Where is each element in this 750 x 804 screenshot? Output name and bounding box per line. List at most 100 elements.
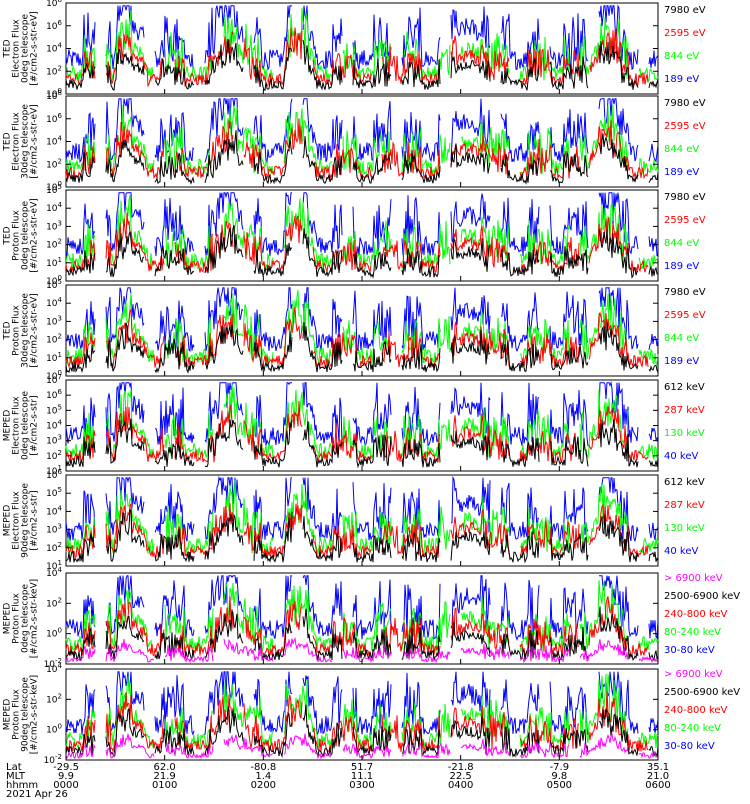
- x-tick-hhmm: 0200: [251, 780, 276, 791]
- y-tick-label: 106: [46, 468, 62, 481]
- y-axis-label: TEDElectron Flux30deg telescope[#/cm2-s-…: [3, 104, 40, 179]
- y-tick-label: 101: [46, 256, 62, 269]
- x-tick-mlt: 1.4: [255, 771, 271, 782]
- x-tick-mlt: 22.5: [450, 771, 472, 782]
- legend-entry: > 6900 keV: [664, 669, 723, 680]
- x-tick-hhmm: 0600: [645, 780, 670, 791]
- legend-entry: 240-800 keV: [664, 609, 728, 620]
- y-axis-label: TEDProton Flux30deg telescope[#/cm2-s-st…: [3, 293, 40, 368]
- legend-entry: 189 eV: [664, 356, 699, 367]
- y-axis-label: MEPEDProton Flux90deg telescope[#/cm2-s-…: [3, 675, 40, 754]
- y-tick-label: 102: [46, 238, 62, 251]
- series-2500-6900-kev: [65, 704, 659, 759]
- legend-entry: 240-800 keV: [664, 705, 728, 716]
- y-tick-label: 108: [46, 0, 62, 9]
- panel-4: 100 101 102 103 104 105 TEDProton Flux30deg te…: [3, 278, 706, 382]
- y-axis-label: TEDProton Flux0deg telescope[#/cm2-s-str…: [3, 198, 40, 273]
- y-tick-label: 100: [46, 87, 62, 100]
- legend-entry: 130 keV: [664, 523, 705, 534]
- legend-entry: 40 keV: [664, 451, 698, 462]
- y-tick-label: 102: [46, 157, 62, 170]
- legend-entry: 844 eV: [664, 51, 699, 62]
- legend-entry: 844 eV: [664, 238, 699, 249]
- legend-entry: 7980 eV: [664, 192, 706, 203]
- y-tick-label: 102: [46, 333, 62, 346]
- x-tick-hhmm: 0100: [152, 780, 177, 791]
- x-tick-lat: -7.9: [550, 762, 570, 773]
- y-tick-label: 104: [46, 296, 62, 309]
- y-tick-label: 105: [46, 486, 62, 499]
- y-tick-label: 102: [46, 692, 62, 705]
- x-row-label: hhmm: [6, 780, 38, 791]
- y-tick-label: 102: [46, 596, 62, 609]
- y-tick-label: 101: [46, 351, 62, 364]
- x-tick-hhmm: 0400: [448, 780, 473, 791]
- series-612-kev: [65, 418, 659, 469]
- legend-entry: 7980 eV: [664, 98, 706, 109]
- y-tick-label: 103: [46, 314, 62, 327]
- y-tick-label: 106: [46, 112, 62, 125]
- x-tick-mlt: 11.1: [351, 771, 373, 782]
- y-axis-label: MEPEDElectron Flux90deg telescope[#/cm2-…: [3, 483, 40, 558]
- y-tick-label: 103: [46, 523, 62, 536]
- y-tick-label: 102: [46, 64, 62, 77]
- y-tick-label: 108: [46, 89, 62, 102]
- y-tick-label: 104: [46, 662, 62, 675]
- legend-entry: 80-240 keV: [664, 627, 721, 638]
- legend-entry: 287 keV: [664, 405, 705, 416]
- x-row-label: Lat: [6, 762, 22, 773]
- y-tick-label: 105: [46, 183, 62, 196]
- y-tick-label: 102: [46, 449, 62, 462]
- series-7980-ev: [65, 322, 659, 374]
- y-tick-label: 103: [46, 219, 62, 232]
- y-tick-label: 104: [46, 504, 62, 517]
- legend-entry: 7980 eV: [664, 287, 706, 298]
- panel-6: 101 102 103 104 105 106 MEPEDElectron Flux90de…: [3, 468, 705, 572]
- legend-entry: 80-240 keV: [664, 723, 721, 734]
- series-130-kev: [65, 480, 659, 556]
- y-tick-label: 104: [46, 135, 62, 148]
- series-2500-6900-kev: [65, 606, 659, 662]
- y-tick-label: 101: [46, 464, 62, 477]
- legend-entry: > 6900 keV: [664, 573, 723, 584]
- panel-8: 10-2 100 102 104 MEPEDProton Flux90deg teles…: [3, 662, 741, 766]
- panel-1: 100 102 104 106 108 TEDElectron Flux0deg tele…: [3, 0, 706, 100]
- x-row-label: 2021 Apr 26: [6, 789, 68, 800]
- y-tick-label: 105: [46, 278, 62, 291]
- legend-entry: 40 keV: [664, 546, 698, 557]
- y-axis-label: MEPEDElectron Flux0deg telescope[#/cm2-s…: [3, 391, 40, 461]
- legend-entry: 130 keV: [664, 428, 705, 439]
- series-189-ev: [65, 4, 659, 71]
- y-tick-label: 101: [46, 559, 62, 572]
- y-axis-label: TEDElectron Flux0deg telescope[#/cm2-s-s…: [3, 11, 40, 86]
- y-tick-label: 106: [46, 388, 62, 401]
- x-tick-hhmm: 0000: [53, 780, 78, 791]
- x-tick-mlt: 9.8: [551, 771, 567, 782]
- legend-entry: 2500-6900 keV: [664, 687, 740, 698]
- panel-5: 101 102 103 104 105 106 107 MEPEDElectron Flux0…: [3, 373, 705, 477]
- legend-entry: 189 eV: [664, 261, 699, 272]
- series-7980-ev: [65, 38, 659, 91]
- legend-entry: 30-80 keV: [664, 741, 715, 752]
- y-tick-label: 105: [46, 403, 62, 416]
- y-tick-label: 100: [46, 627, 62, 640]
- y-tick-label: 106: [46, 19, 62, 32]
- y-tick-label: 107: [46, 373, 62, 386]
- x-tick-mlt: 21.0: [647, 771, 669, 782]
- x-tick-lat: 51.7: [351, 762, 373, 773]
- series-189-ev: [65, 287, 659, 353]
- legend-entry: 844 eV: [664, 333, 699, 344]
- x-row-label: MLT: [6, 771, 26, 782]
- legend-entry: 612 keV: [664, 477, 705, 488]
- series--6900-kev: [65, 636, 659, 664]
- x-tick-lat: 62.0: [154, 762, 176, 773]
- series-7980-ev: [65, 130, 659, 185]
- x-tick-mlt: 21.9: [154, 771, 176, 782]
- panel-7: 10-2 100 102 104 MEPEDProton Flux0deg telesc…: [3, 566, 741, 670]
- series-844-ev: [65, 289, 659, 366]
- y-axis-label: MEPEDProton Flux0deg telescope[#/cm2-s-s…: [3, 579, 40, 658]
- panel-2: 100 102 104 106 108 TEDElectron Flux30deg tel…: [3, 89, 706, 193]
- x-tick-lat: -21.8: [448, 762, 474, 773]
